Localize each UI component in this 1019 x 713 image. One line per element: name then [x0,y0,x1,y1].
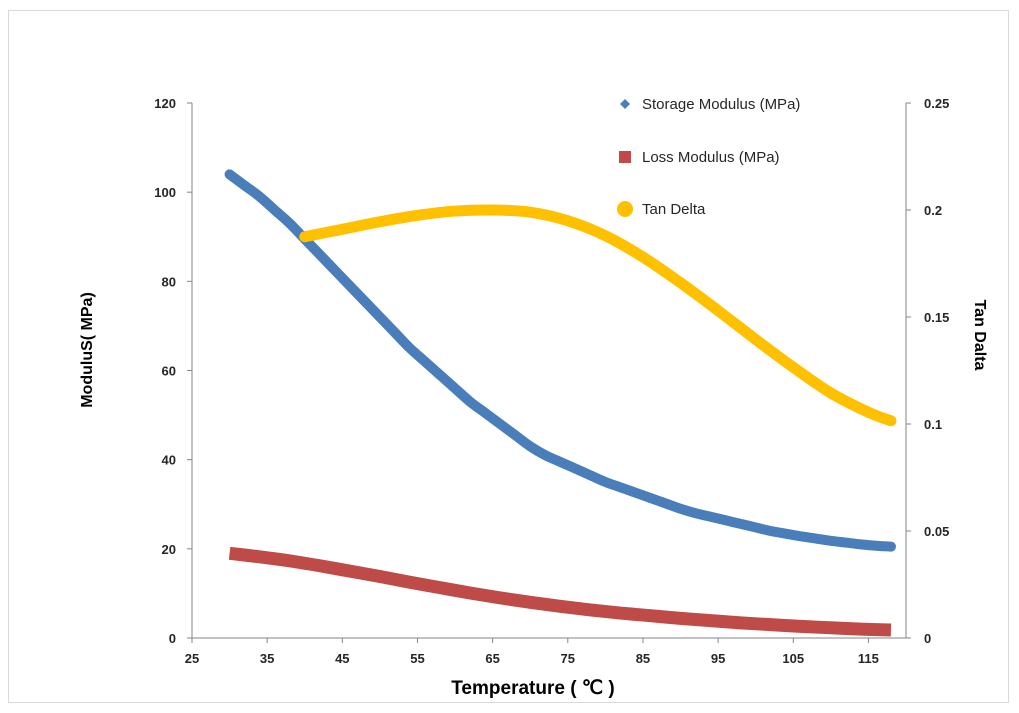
y2-axis-title: Tan Dalta [971,300,988,371]
x-tick-label: 85 [636,651,650,666]
y2-tick-label: 0.05 [924,524,949,539]
y2-tick-label: 0.15 [924,310,949,325]
legend-tan-delta-marker [617,201,633,217]
x-tick-label: 45 [335,651,349,666]
series-layer [224,169,897,637]
y-tick-label: 100 [154,185,176,200]
y2-tick-label: 0.25 [924,96,949,111]
y-tick-label: 120 [154,96,176,111]
y-tick-label: 60 [162,364,176,379]
legend-loss-modulus-mpa-marker [619,151,631,163]
y-tick-label: 0 [169,631,176,646]
x-tick-label: 95 [711,651,725,666]
x-tick-label: 65 [485,651,499,666]
x-tick-label: 75 [561,651,575,666]
x-tick-label: 55 [410,651,424,666]
series-loss-modulus-mpa-line [228,546,892,637]
x-tick-label: 25 [185,651,199,666]
y2-tick-label: 0 [924,631,931,646]
y2-tick-label: 0.2 [924,203,942,218]
axes: 25 35 45 55 65 75 85 95 105 115 0 20 40 60 80 100 120 0 0.… [154,96,949,666]
y-tick-label: 40 [162,453,176,468]
legend: Storage Modulus (MPa) Loss Modulus (MPa) T… [617,96,800,218]
x-tick-label: 115 [858,651,879,666]
chart-frame [8,10,1009,703]
legend-tan-delta-label: Tan Delta [642,201,706,218]
y2-tick-label: 0.1 [924,417,942,432]
legend-storage-modulus-mpa-label: Storage Modulus (MPa) [642,96,800,113]
y-tick-label: 80 [162,274,176,289]
y-axis-title: ModuluS( MPa) [79,292,96,408]
x-tick-label: 105 [782,651,804,666]
series-tan-delta-line [299,204,897,427]
x-tick-label: 35 [260,651,274,666]
legend-loss-modulus-mpa-label: Loss Modulus (MPa) [642,149,780,166]
legend-storage-modulus-mpa-marker [620,99,630,109]
x-axis-title: Temperature ( ℃ ) [451,678,615,699]
y-tick-label: 20 [162,542,176,557]
